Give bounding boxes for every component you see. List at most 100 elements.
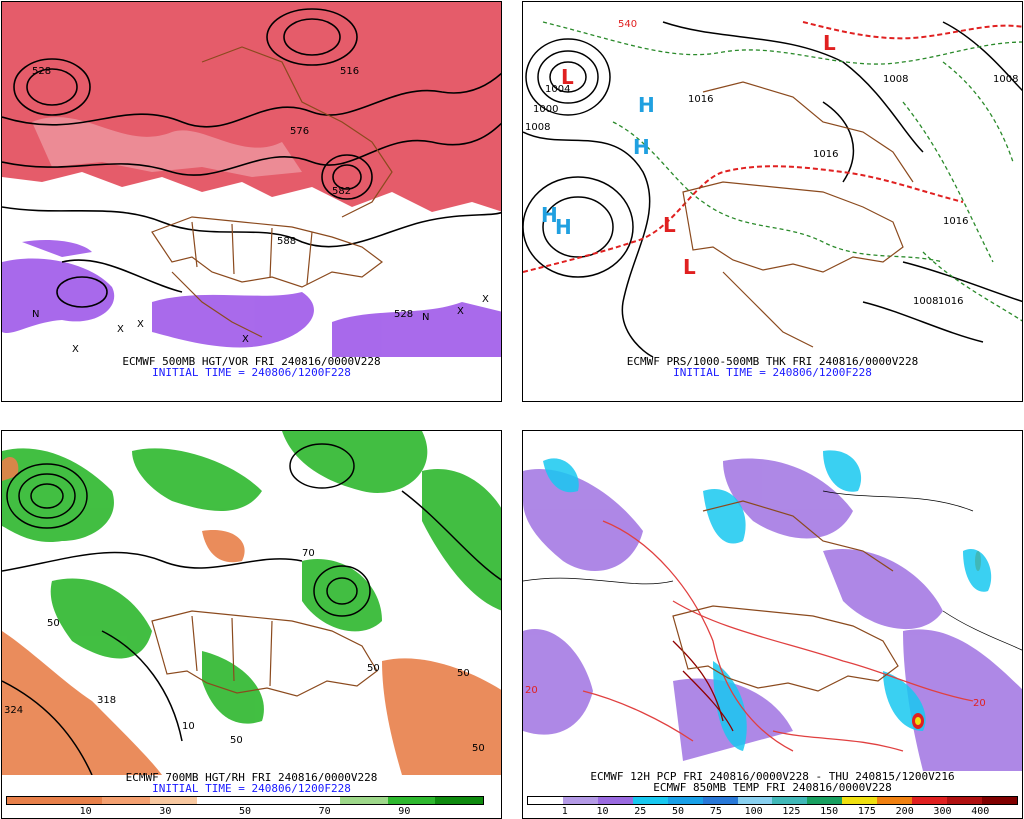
isobars bbox=[523, 21, 1022, 357]
thickness-540 bbox=[523, 21, 1022, 273]
panel-12h-pcp-850mb-temp: 20 20 ECMWF 12H PCP FRI 240816/0000V228 … bbox=[522, 430, 1023, 819]
humidity-map: 318 324 50 50 50 50 10 50 70 bbox=[2, 431, 501, 775]
colorbar-tick: 50 bbox=[672, 806, 685, 817]
contour-label: 516 bbox=[340, 66, 359, 77]
contour-label: 1016 bbox=[938, 296, 963, 307]
colorbar-swatch bbox=[807, 797, 843, 804]
colorbar-swatch bbox=[54, 797, 103, 804]
vorticity-marker: X bbox=[482, 294, 489, 305]
contour-label: 50 bbox=[457, 668, 470, 679]
colorbar-swatch bbox=[877, 797, 913, 804]
precip-colorbar: 1 10 25 50 75 100 125 150 175 200 300 400 bbox=[527, 796, 1018, 818]
colorbar-swatch bbox=[562, 797, 598, 804]
colorbar-tick: 30 bbox=[159, 806, 172, 817]
initial-time: INITIAL TIME = 240806/1200F228 bbox=[673, 366, 872, 379]
contour-labels: 528 576 588 528 516 582 bbox=[32, 66, 413, 320]
contour-label: 1008 bbox=[883, 74, 908, 85]
colorbar-tick: 1 bbox=[561, 806, 568, 817]
contour-label: 324 bbox=[4, 705, 23, 716]
colorbar-tick: 125 bbox=[782, 806, 801, 817]
rh-moist-fill bbox=[2, 431, 501, 724]
contour-label: 20 bbox=[973, 698, 986, 709]
panel-title: ECMWF 500MB HGT/VOR FRI 240816/0000V228 bbox=[122, 355, 381, 368]
colorbar-swatch bbox=[244, 797, 293, 804]
temp-contours bbox=[582, 520, 974, 752]
contour-label: 528 bbox=[394, 309, 413, 320]
vorticity-marker: N bbox=[422, 312, 429, 323]
colorbar-swatch bbox=[702, 797, 738, 804]
thin-contours bbox=[523, 490, 1022, 651]
contour-label: 70 bbox=[302, 548, 315, 559]
colorbar-swatch bbox=[149, 797, 198, 804]
contour-label: 1016 bbox=[688, 94, 713, 105]
vorticity-marker: X bbox=[117, 324, 124, 335]
contour-label: 582 bbox=[332, 186, 351, 197]
colorbar-tick: 70 bbox=[318, 806, 331, 817]
contour-label: 1016 bbox=[813, 149, 838, 160]
precip-map: 20 20 bbox=[523, 431, 1022, 771]
vorticity-marker: X bbox=[457, 306, 464, 317]
contour-label: 1008 bbox=[913, 296, 938, 307]
panel-prs-thickness: 1004 1000 1008 1016 1008 1008 1016 1016 … bbox=[522, 1, 1023, 402]
vorticity-map: 528 576 588 528 516 582 N X X X X X X N bbox=[2, 2, 501, 357]
low-center: L bbox=[663, 213, 676, 237]
colorbar-tick: 150 bbox=[820, 806, 839, 817]
colorbar-swatch bbox=[7, 797, 55, 804]
vorticity-marker: X bbox=[137, 319, 144, 330]
panel-700mb-hgt-rh: 318 324 50 50 50 50 10 50 70 ECMWF 700MB… bbox=[1, 430, 502, 819]
colorbar-tick: 90 bbox=[398, 806, 411, 817]
pressure-centers: L L L L H H H H bbox=[541, 31, 836, 279]
temp-contours-dark bbox=[672, 640, 734, 732]
panel-500mb-hgt-vor: 528 576 588 528 516 582 N X X X X X X N … bbox=[1, 1, 502, 402]
height-contours bbox=[2, 8, 501, 308]
contour-label: 50 bbox=[230, 735, 243, 746]
colorbar-tick: 10 bbox=[596, 806, 609, 817]
contour-label: 540 bbox=[618, 19, 637, 30]
map-boundaries bbox=[672, 500, 899, 692]
high-center: H bbox=[555, 215, 572, 239]
panel-title: ECMWF PRS/1000-500MB THK FRI 240816/0000… bbox=[626, 355, 919, 368]
panel-title: ECMWF 12H PCP FRI 240816/0000V228 - THU … bbox=[590, 770, 955, 783]
low-center: L bbox=[823, 31, 836, 55]
high-center: H bbox=[633, 135, 650, 159]
vorticity-marker: X bbox=[72, 344, 79, 355]
contour-label: 50 bbox=[47, 618, 60, 629]
high-center: H bbox=[541, 203, 558, 227]
colorbar-swatch bbox=[772, 797, 808, 804]
pressure-map: 1004 1000 1008 1016 1008 1008 1016 1016 … bbox=[523, 2, 1022, 357]
contour-label: 528 bbox=[32, 66, 51, 77]
low-center: L bbox=[683, 255, 696, 279]
colorbar-swatch bbox=[912, 797, 948, 804]
colorbar-tick: 300 bbox=[933, 806, 952, 817]
contour-label: 50 bbox=[367, 663, 380, 674]
colorbar-swatch bbox=[340, 797, 388, 804]
contour-label: 20 bbox=[525, 685, 538, 696]
map-boundaries bbox=[151, 46, 393, 338]
colorbar-swatch bbox=[632, 797, 668, 804]
colorbar-swatch bbox=[292, 797, 341, 804]
colorbar-tick: 25 bbox=[634, 806, 647, 817]
contour-label: 1008 bbox=[525, 122, 550, 133]
contour-label: 1004 bbox=[545, 84, 570, 95]
vorticity-marker: N bbox=[32, 309, 39, 320]
colorbar-swatch bbox=[842, 797, 878, 804]
initial-time: INITIAL TIME = 240806/1200F228 bbox=[152, 782, 351, 795]
contour-label: 1016 bbox=[943, 216, 968, 227]
map-boundaries bbox=[682, 81, 914, 348]
colorbar-tick: 10 bbox=[79, 806, 92, 817]
colorbar-tick: 100 bbox=[744, 806, 763, 817]
contour-label: 576 bbox=[290, 126, 309, 137]
panel-title: ECMWF 700MB HGT/RH FRI 240816/0000V228 bbox=[125, 771, 378, 784]
rh-dry-fill bbox=[2, 456, 501, 775]
colorbar-swatch bbox=[667, 797, 703, 804]
colorbar-swatch bbox=[197, 797, 245, 804]
contour-label: 50 bbox=[472, 743, 485, 754]
initial-time: INITIAL TIME = 240806/1200F228 bbox=[152, 366, 351, 379]
colorbar-swatch bbox=[528, 797, 563, 804]
contour-label: 10 bbox=[182, 721, 195, 732]
contour-labels: 20 20 bbox=[525, 685, 986, 709]
vorticity-marker: X bbox=[242, 334, 249, 345]
panel-subtitle: ECMWF 850MB TEMP FRI 240816/0000V228 bbox=[653, 781, 892, 794]
colorbar-tick: 50 bbox=[238, 806, 252, 817]
colorbar-swatch bbox=[981, 797, 1017, 804]
